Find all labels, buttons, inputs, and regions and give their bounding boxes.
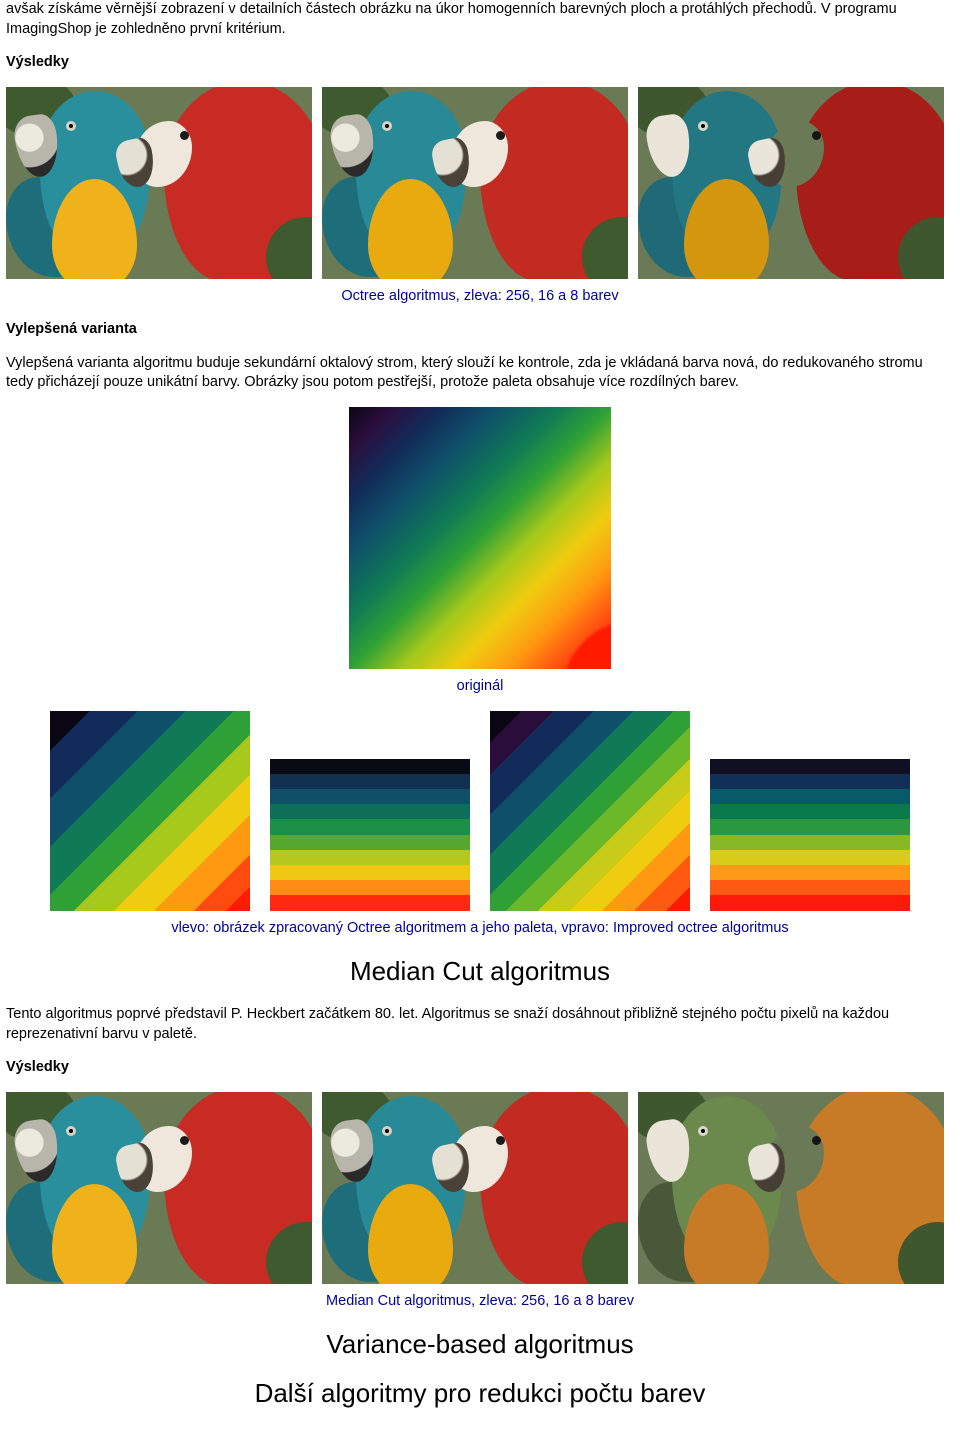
octree-caption: Octree algoritmus, zleva: 256, 16 a 8 ba…	[6, 287, 954, 307]
median-triptych	[6, 1092, 954, 1284]
intro-paragraph: avšak získáme věrnější zobrazení v detai…	[6, 0, 954, 39]
octree-256-img	[6, 87, 312, 279]
results-heading-1: Výsledky	[6, 53, 954, 73]
improved-palette-img	[710, 759, 910, 911]
variance-heading: Variance-based algoritmus	[6, 1329, 954, 1360]
original-gradient-img	[349, 407, 611, 669]
octree-palette-img	[270, 759, 470, 911]
octree-16-img	[322, 87, 628, 279]
median-cut-heading: Median Cut algoritmus	[6, 956, 954, 987]
octree-gradient-img	[50, 711, 250, 911]
octree-triptych	[6, 87, 954, 279]
original-caption: originál	[6, 677, 954, 697]
compare-row	[6, 711, 954, 911]
octree-8-img	[638, 87, 944, 279]
results-heading-2: Výsledky	[6, 1058, 954, 1078]
improved-heading: Vylepšená varianta	[6, 320, 954, 340]
median-caption: Median Cut algoritmus, zleva: 256, 16 a …	[6, 1292, 954, 1312]
improved-paragraph: Vylepšená varianta algoritmu buduje seku…	[6, 354, 954, 393]
compare-caption: vlevo: obrázek zpracovaný Octree algorit…	[6, 919, 954, 939]
other-algorithms-heading: Další algoritmy pro redukci počtu barev	[6, 1378, 954, 1409]
improved-gradient-img	[490, 711, 690, 911]
median-256-img	[6, 1092, 312, 1284]
median-cut-paragraph: Tento algoritmus poprvé představil P. He…	[6, 1005, 954, 1044]
median-8-img	[638, 1092, 944, 1284]
median-16-img	[322, 1092, 628, 1284]
